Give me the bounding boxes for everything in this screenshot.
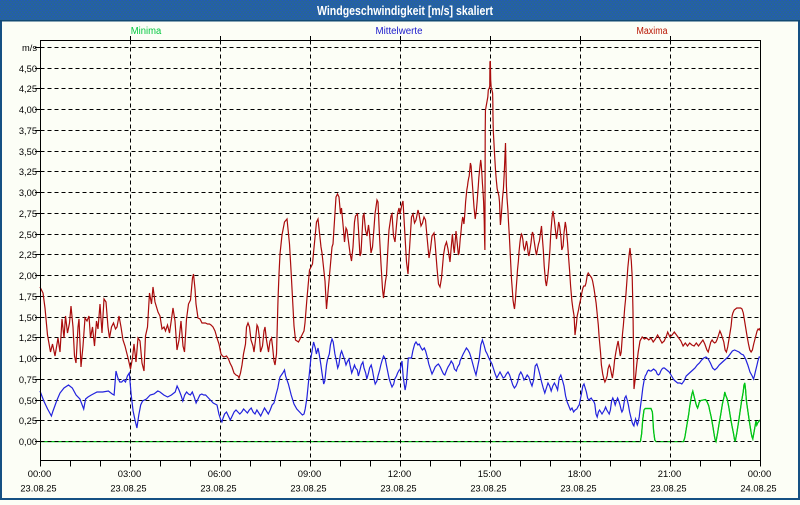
svg-text:23.08.25: 23.08.25 [290, 484, 326, 494]
svg-text:2,00: 2,00 [19, 271, 37, 281]
svg-text:24.08.25: 24.08.25 [740, 484, 776, 494]
svg-text:18:00: 18:00 [568, 469, 592, 479]
svg-text:3,50: 3,50 [19, 147, 37, 157]
svg-text:4,25: 4,25 [19, 84, 37, 94]
svg-text:Minima: Minima [131, 26, 162, 37]
svg-text:3,75: 3,75 [19, 126, 37, 136]
svg-text:2,50: 2,50 [19, 230, 37, 240]
svg-text:Mittelwerte: Mittelwerte [376, 26, 423, 37]
svg-text:m/s: m/s [22, 43, 37, 53]
svg-text:06:00: 06:00 [208, 469, 232, 479]
svg-text:3,25: 3,25 [19, 167, 37, 177]
svg-text:2,75: 2,75 [19, 209, 37, 219]
svg-text:23.08.25: 23.08.25 [560, 484, 596, 494]
svg-text:4,50: 4,50 [19, 64, 37, 74]
svg-text:23.08.25: 23.08.25 [20, 484, 56, 494]
svg-text:23.08.25: 23.08.25 [380, 484, 416, 494]
svg-text:0,00: 0,00 [19, 437, 37, 447]
svg-text:23.08.25: 23.08.25 [110, 484, 146, 494]
svg-text:Windgeschwindigkeit [m/s] skal: Windgeschwindigkeit [m/s] skaliert [317, 4, 494, 18]
svg-text:15:00: 15:00 [478, 469, 502, 479]
svg-text:1,75: 1,75 [19, 292, 37, 302]
svg-text:Maxima: Maxima [637, 26, 668, 37]
svg-text:1,50: 1,50 [19, 313, 37, 323]
svg-text:23.08.25: 23.08.25 [470, 484, 506, 494]
svg-text:0,75: 0,75 [19, 375, 37, 385]
svg-text:03:00: 03:00 [118, 469, 142, 479]
svg-text:21:00: 21:00 [658, 469, 682, 479]
svg-text:00:00: 00:00 [748, 469, 772, 479]
svg-text:23.08.25: 23.08.25 [650, 484, 686, 494]
svg-text:1,25: 1,25 [19, 333, 37, 343]
svg-text:2,25: 2,25 [19, 250, 37, 260]
svg-text:4,00: 4,00 [19, 105, 37, 115]
svg-text:3,00: 3,00 [19, 188, 37, 198]
svg-text:09:00: 09:00 [298, 469, 322, 479]
svg-text:0,25: 0,25 [19, 416, 37, 426]
svg-text:1,00: 1,00 [19, 354, 37, 364]
svg-text:12:00: 12:00 [388, 469, 412, 479]
svg-text:0,50: 0,50 [19, 396, 37, 406]
svg-text:00:00: 00:00 [28, 469, 52, 479]
svg-text:23.08.25: 23.08.25 [200, 484, 236, 494]
